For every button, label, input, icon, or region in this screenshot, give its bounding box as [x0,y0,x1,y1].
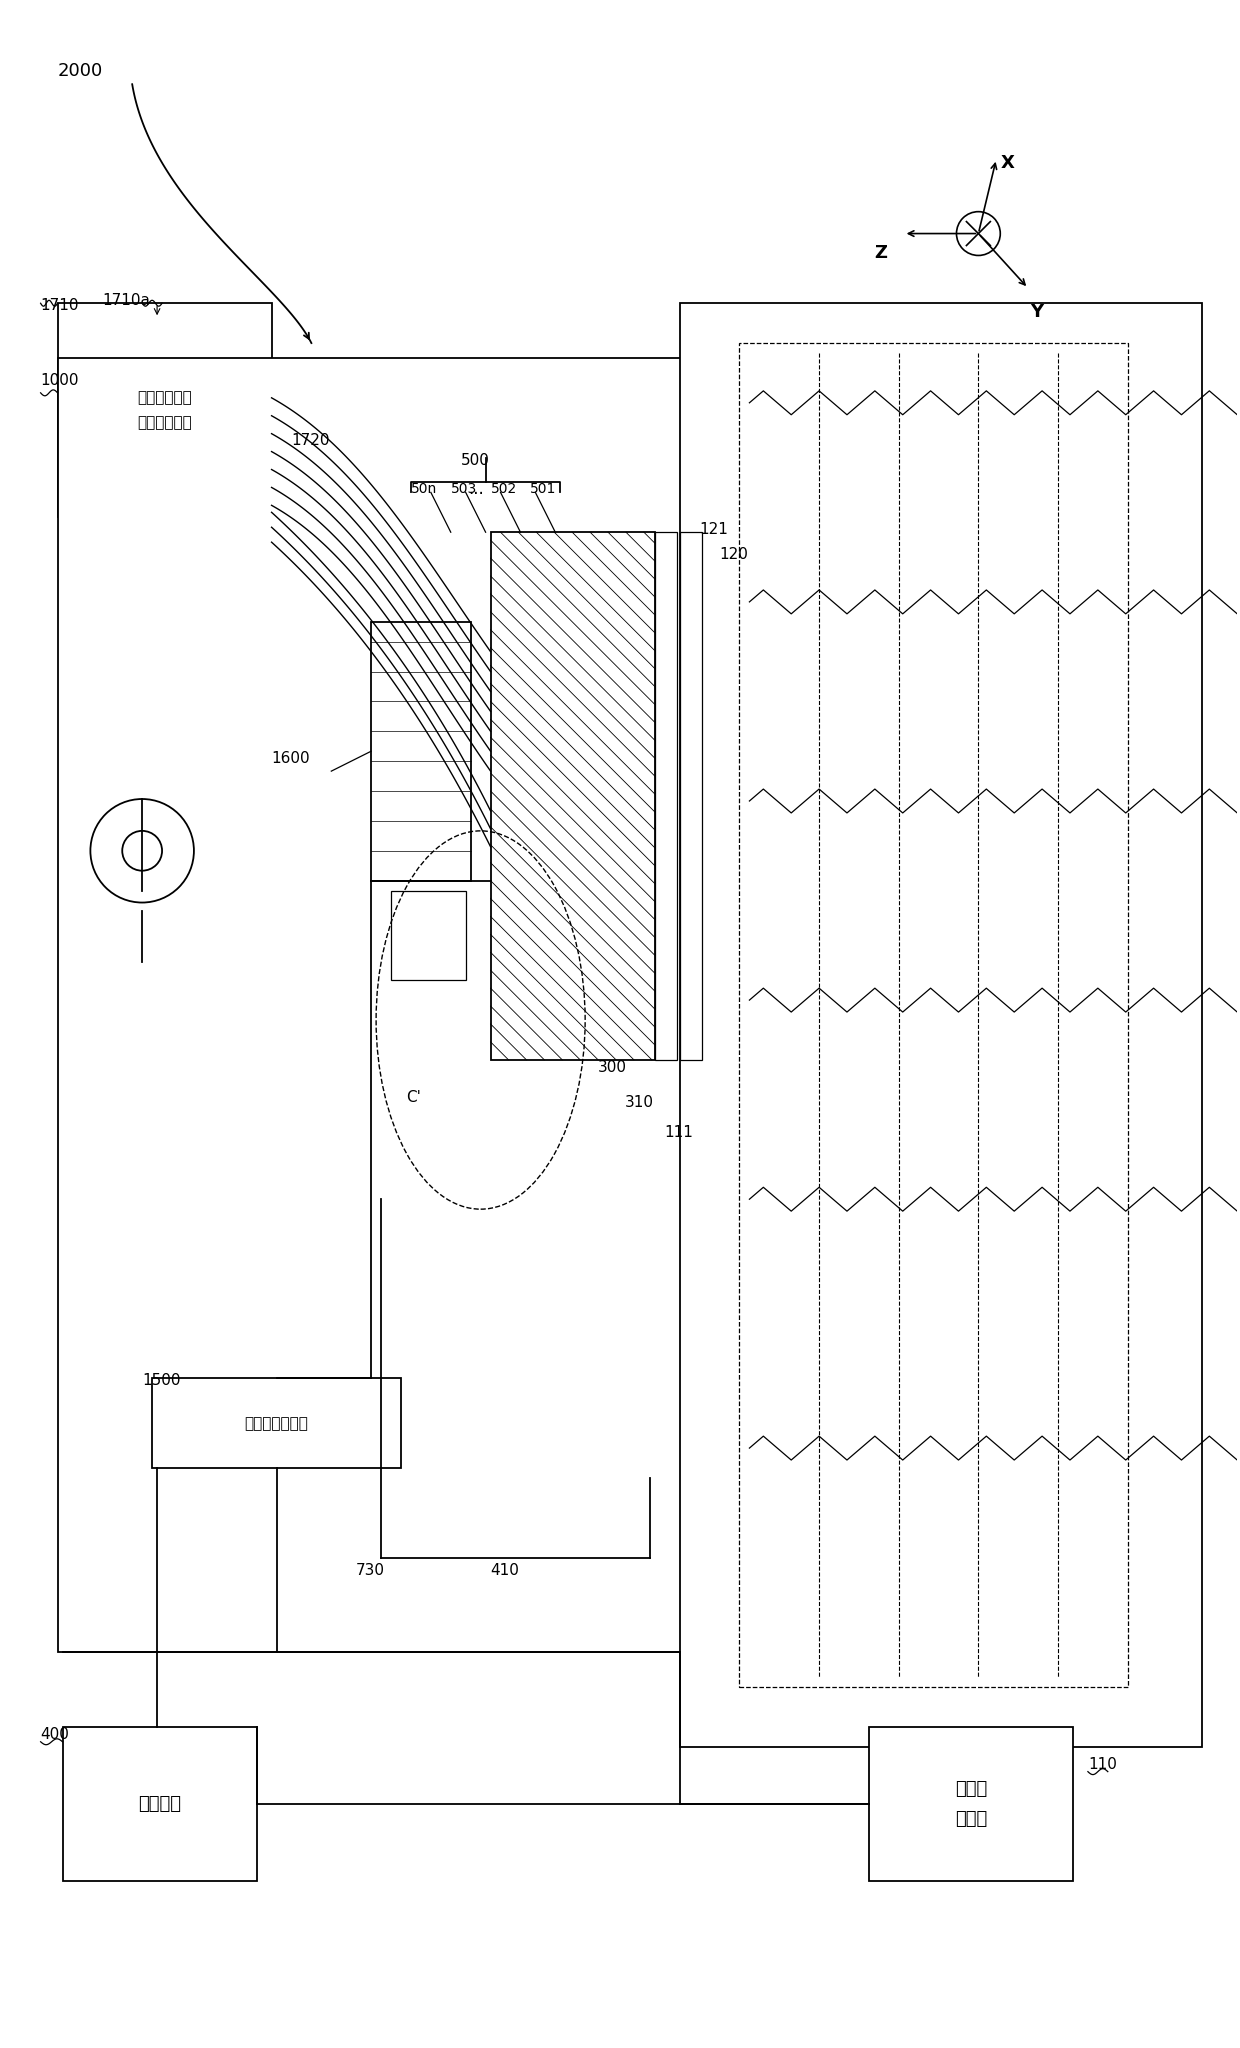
Text: 502: 502 [491,483,517,496]
Text: Y: Y [1030,303,1043,322]
Text: C': C' [405,1090,420,1104]
Text: 1000: 1000 [41,373,79,387]
Text: 410: 410 [491,1563,520,1577]
Text: 1500: 1500 [143,1374,181,1389]
Bar [739,344,1127,1688]
Text: ...: ... [469,481,485,498]
Text: 材料供给控制器: 材料供给控制器 [244,1415,309,1432]
Text: 121: 121 [699,522,729,537]
Text: 111: 111 [665,1124,693,1139]
Text: 503: 503 [451,483,477,496]
Text: 控制单元: 控制单元 [138,1794,181,1812]
Bar [869,1726,1073,1882]
Bar [371,623,471,881]
Text: 50n: 50n [410,483,438,496]
Bar [391,891,466,981]
Text: 1720: 1720 [291,432,330,449]
Bar [153,1378,401,1468]
Bar [680,303,1203,1747]
Text: 110: 110 [1087,1757,1117,1772]
Text: 1710a: 1710a [103,293,150,309]
Bar [57,303,272,518]
Bar [57,358,815,1653]
Bar [680,532,702,1059]
Circle shape [123,831,162,870]
Bar [655,532,677,1059]
Text: 1710: 1710 [41,299,79,313]
Text: 730: 730 [356,1563,386,1577]
Text: 300: 300 [598,1059,627,1075]
Text: X: X [1001,154,1014,172]
Text: 2000: 2000 [57,61,103,80]
Text: 500: 500 [461,453,490,467]
Text: 支撇层形成用
材料供给单元: 支撇层形成用 材料供给单元 [138,391,192,430]
Text: 工作台
控制器: 工作台 控制器 [955,1780,987,1827]
Circle shape [91,799,193,903]
Text: 1600: 1600 [272,752,310,766]
Text: 310: 310 [625,1096,653,1110]
Text: 120: 120 [719,547,749,561]
Bar [62,1726,257,1882]
Circle shape [956,211,1001,256]
Text: 400: 400 [41,1726,69,1743]
Text: 501: 501 [531,483,557,496]
Bar [491,532,655,1059]
Text: Z: Z [874,244,887,262]
